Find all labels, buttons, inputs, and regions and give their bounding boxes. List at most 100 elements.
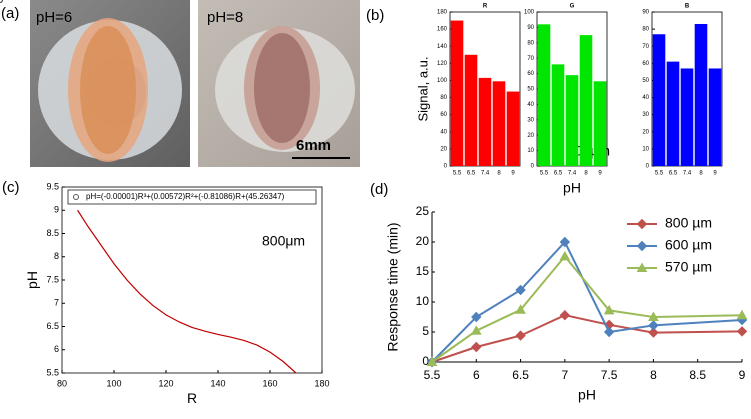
bar [537, 24, 551, 166]
x-tick-label: 8 [497, 171, 501, 177]
photo-label: pH=8 [207, 9, 243, 26]
x-tick-label: 8 [650, 368, 657, 382]
marker [648, 327, 659, 338]
y-tick-label: 120 [437, 61, 448, 67]
legend-marker [73, 194, 79, 200]
x-tick-label: 8 [699, 171, 703, 177]
x-tick-label: 120 [158, 378, 173, 388]
legend-marker [636, 240, 648, 252]
x-axis-label: pH [563, 180, 581, 196]
legend-marker [636, 218, 648, 230]
chart-title: G [570, 4, 575, 10]
x-tick-label: 5.5 [424, 368, 441, 382]
x-tick-label: 180 [314, 378, 329, 388]
bar [652, 34, 666, 166]
x-tick-label: 6.5 [467, 171, 476, 177]
plot-frame [61, 186, 323, 374]
y-tick-label: 160 [437, 27, 448, 33]
annotation: 800μm [262, 233, 305, 249]
y-tick-label: 30 [527, 117, 534, 123]
chart-title: B [685, 4, 690, 10]
y-tick-label: 20 [527, 133, 534, 139]
bar [551, 64, 565, 166]
y-tick-label: 50 [527, 87, 534, 93]
bar [450, 20, 464, 166]
y-tick-label: 140 [437, 44, 448, 50]
y-tick-label: 5.5 [46, 367, 59, 377]
y-axis-label: Response time (min) [384, 222, 400, 351]
marker [515, 330, 526, 341]
x-tick-label: 160 [262, 378, 277, 388]
marker [736, 326, 748, 337]
y-tick-label: 25 [416, 204, 430, 218]
y-tick-label: 60 [527, 71, 534, 77]
x-tick-label: 6.5 [669, 171, 678, 177]
legend-label: pH=(-0.00001)R³+(0.00572)R²+(-0.81086)R+… [86, 192, 285, 201]
x-tick-label: 8 [584, 171, 588, 177]
x-tick-label: 8.5 [689, 368, 706, 382]
legend-label: 600 µm [665, 237, 712, 253]
y-tick-label: 40 [440, 129, 447, 135]
photo-right [198, 0, 360, 167]
x-tick-label: 9 [511, 171, 515, 177]
marker [648, 311, 659, 321]
y-tick-label: 30 [642, 112, 649, 118]
y-tick-label: 60 [440, 112, 447, 118]
bar [666, 61, 680, 166]
bar [708, 68, 722, 166]
x-axis-label: pH [578, 387, 596, 403]
y-tick-label: 0 [531, 164, 535, 170]
bar [680, 68, 694, 166]
y-tick-label: 0 [646, 164, 650, 170]
y-tick-label: 50 [642, 78, 649, 84]
y-tick-label: 60 [642, 61, 649, 67]
x-tick-label: 6.5 [554, 171, 563, 177]
y-tick-label: 100 [437, 78, 448, 84]
panel-label: (c) [2, 179, 20, 196]
legend-label: 800 µm [665, 215, 712, 231]
bar [478, 77, 492, 166]
y-tick-label: 9.5 [46, 181, 59, 191]
y-tick-label: 6.5 [46, 321, 59, 331]
panel-label: (d) [370, 181, 388, 198]
x-tick-label: 9 [598, 171, 602, 177]
bar [492, 81, 506, 166]
x-tick-label: 7.5 [601, 368, 618, 382]
y-tick-label: 7 [54, 298, 59, 308]
marker [559, 309, 571, 321]
x-tick-label: 7.4 [683, 171, 692, 177]
y-tick-label: 10 [416, 294, 430, 308]
y-tick-label: 20 [440, 146, 447, 152]
x-tick-label: 7 [562, 368, 569, 382]
photo-left [30, 0, 190, 167]
marker [648, 320, 659, 331]
marker [559, 236, 571, 248]
x-tick-label: 5.5 [540, 171, 549, 177]
marker [603, 304, 615, 315]
y-axis-label: Signal, a.u. [415, 56, 430, 121]
y-tick-label: 7.5 [46, 274, 59, 284]
y-tick-label: 8.5 [46, 228, 59, 238]
chart-title: R [483, 4, 488, 10]
marker [426, 356, 438, 366]
y-tick-label: 0 [422, 354, 429, 368]
panel-label: (a) [1, 5, 19, 22]
marker [736, 309, 748, 320]
marker [470, 325, 482, 335]
scale-bar-label: 6mm [296, 137, 331, 154]
bar [579, 35, 593, 166]
x-tick-label: 5.5 [655, 171, 664, 177]
legend-marker [636, 262, 648, 272]
y-tick-label: 100 [524, 10, 535, 16]
marker [471, 311, 482, 323]
x-tick-label: 5.5 [453, 171, 462, 177]
x-tick-label: 6.5 [512, 368, 529, 382]
y-tick-label: 10 [642, 146, 649, 152]
bar [694, 23, 708, 166]
y-tick-label: 5 [422, 324, 429, 338]
y-tick-label: 40 [642, 95, 649, 101]
x-tick-label: 6 [473, 368, 480, 382]
y-tick-label: 8 [54, 251, 59, 261]
